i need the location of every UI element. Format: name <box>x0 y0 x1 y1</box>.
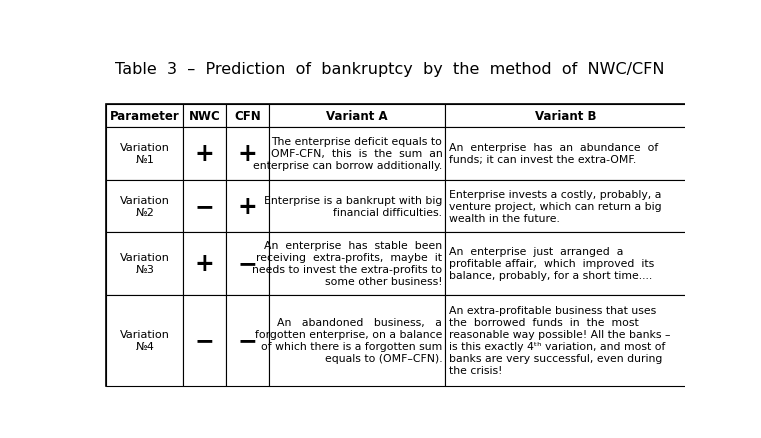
Bar <box>226 105 269 128</box>
Bar <box>269 295 445 386</box>
Bar <box>183 295 226 386</box>
Text: Variation
№2: Variation №2 <box>119 195 170 217</box>
Bar <box>106 105 686 386</box>
Bar <box>269 128 445 180</box>
Text: +: + <box>195 252 215 276</box>
Text: −: − <box>237 252 257 276</box>
Text: An  enterprise  has  stable  been
receiving  extra-profits,  maybe  it
needs to : An enterprise has stable been receiving … <box>252 241 442 287</box>
Text: Enterprise is a bankrupt with big
financial difficulties.: Enterprise is a bankrupt with big financ… <box>264 195 442 217</box>
Text: Variation
№3: Variation №3 <box>119 253 170 275</box>
Text: Variation
№1: Variation №1 <box>119 143 170 165</box>
Bar <box>269 180 445 232</box>
Bar <box>269 232 445 295</box>
Bar <box>106 232 183 295</box>
Bar <box>106 105 183 128</box>
Text: CFN: CFN <box>234 110 261 123</box>
Bar <box>106 180 183 232</box>
Bar <box>269 105 445 128</box>
Text: Variant A: Variant A <box>326 110 388 123</box>
Text: −: − <box>237 328 257 353</box>
Text: −: − <box>195 194 215 218</box>
Text: An  enterprise  has  an  abundance  of
funds; it can invest the extra-OMF.: An enterprise has an abundance of funds;… <box>449 143 658 165</box>
Bar <box>445 232 686 295</box>
Bar <box>445 295 686 386</box>
Bar <box>445 128 686 180</box>
Bar <box>183 128 226 180</box>
Text: NWC: NWC <box>189 110 221 123</box>
Bar <box>226 180 269 232</box>
Bar <box>445 105 686 128</box>
Bar <box>106 295 183 386</box>
Text: An  enterprise  just  arranged  a
profitable affair,  which  improved  its
balan: An enterprise just arranged a profitable… <box>449 247 654 281</box>
Text: −: − <box>195 328 215 353</box>
Text: Enterprise invests a costly, probably, a
venture project, which can return a big: Enterprise invests a costly, probably, a… <box>449 189 662 223</box>
Bar <box>183 180 226 232</box>
Bar <box>183 232 226 295</box>
Bar <box>226 232 269 295</box>
Text: +: + <box>195 142 215 166</box>
Bar <box>106 128 183 180</box>
Text: Parameter: Parameter <box>110 110 180 123</box>
Bar <box>226 295 269 386</box>
Text: An extra-profitable business that uses
the  borrowed  funds  in  the  most
reaso: An extra-profitable business that uses t… <box>449 306 670 375</box>
Text: Variant B: Variant B <box>535 110 597 123</box>
Bar <box>183 105 226 128</box>
Text: +: + <box>237 194 257 218</box>
Text: Table  3  –  Prediction  of  bankruptcy  by  the  method  of  NWC/CFN: Table 3 – Prediction of bankruptcy by th… <box>115 62 665 77</box>
Text: +: + <box>237 142 257 166</box>
Text: Variation
№4: Variation №4 <box>119 330 170 352</box>
Bar <box>226 128 269 180</box>
Text: An   abandoned   business,   a
forgotten enterprise, on a balance
of which there: An abandoned business, a forgotten enter… <box>255 318 442 364</box>
Text: The enterprise deficit equals to
OMF-CFN,  this  is  the  sum  an
enterprise can: The enterprise deficit equals to OMF-CFN… <box>253 137 442 171</box>
Bar <box>445 180 686 232</box>
